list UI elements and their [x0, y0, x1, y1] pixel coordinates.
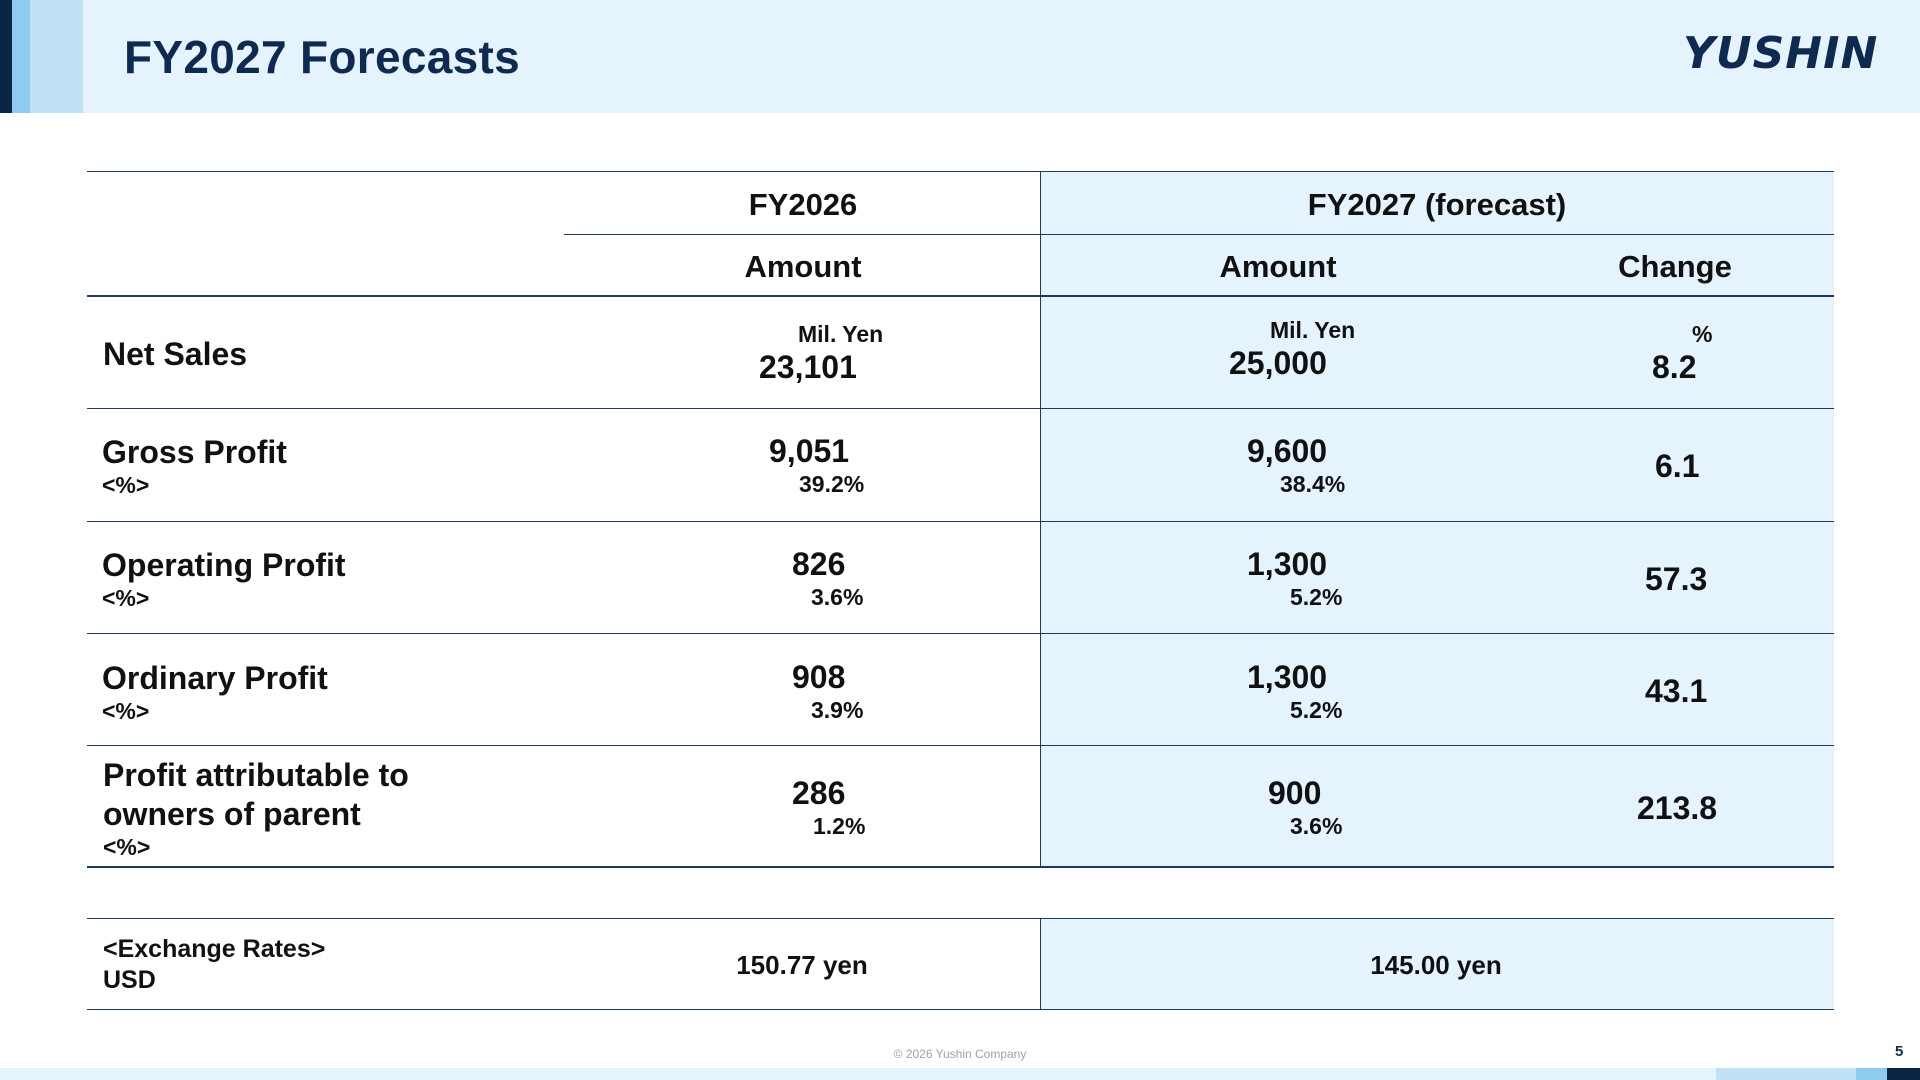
net-sales-fy2027: 25,000 [1229, 345, 1327, 381]
column-divider [1040, 171, 1041, 867]
profit-attributable-margin-fy2026: 1.2% [813, 813, 866, 839]
footer-accent-bar-light [1716, 1068, 1856, 1080]
gross-profit-margin-fy2026: 39.2% [799, 471, 865, 497]
exchange-top-rule [87, 918, 1834, 919]
row-label-operating-profit: Operating Profit [102, 547, 346, 583]
header-split-rule [564, 234, 1834, 235]
gross-profit-fy2026: 9,051 [769, 433, 850, 469]
exchange-currency-label: USD [103, 966, 156, 994]
page-number: 5 [1895, 1043, 1904, 1060]
profit-attributable-fy2027: 900 [1268, 775, 1322, 811]
unit-change: % [1692, 321, 1713, 347]
row-divider [87, 633, 1834, 634]
row-pct-label: <%> [103, 834, 151, 860]
footer-accent-bar-mid [1856, 1068, 1887, 1080]
row-divider [87, 521, 1834, 522]
forecast-table: FY2026 FY2027 (forecast) Amount Amount C… [87, 171, 1834, 868]
row-label-profit-attributable-line2: owners of parent [103, 796, 361, 832]
profit-attributable-fy2026: 286 [792, 775, 846, 811]
row-label-gross-profit: Gross Profit [102, 434, 287, 470]
profit-attributable-margin-fy2027: 3.6% [1290, 813, 1343, 839]
footer-band [0, 1068, 1920, 1080]
exchange-rates-label: <Exchange Rates> [103, 935, 326, 963]
header-band [0, 0, 1920, 113]
header-accent-bar-mid [12, 0, 30, 113]
ordinary-profit-fy2027: 1,300 [1247, 659, 1328, 695]
subheader-change: Change [1618, 249, 1732, 284]
table-top-rule [87, 171, 1834, 172]
company-logo: YUSHIN [1683, 28, 1879, 79]
unit-fy2027: Mil. Yen [1270, 317, 1356, 343]
operating-margin-fy2026: 3.6% [811, 584, 864, 610]
exchange-rate-table: <Exchange Rates> USD 150.77 yen 145.00 y… [87, 918, 1834, 1010]
operating-profit-change: 57.3 [1645, 561, 1708, 597]
footer-accent-bar-dark [1887, 1068, 1920, 1080]
header-bottom-rule [87, 295, 1834, 297]
subheader-amount-fy2026: Amount [744, 249, 862, 284]
row-pct-label: <%> [102, 698, 150, 724]
gross-profit-margin-fy2027: 38.4% [1280, 471, 1346, 497]
ordinary-margin-fy2027: 5.2% [1290, 697, 1343, 723]
exchange-bottom-rule [87, 1009, 1834, 1010]
row-divider [87, 408, 1834, 409]
gross-profit-change: 6.1 [1655, 448, 1700, 484]
ordinary-profit-change: 43.1 [1645, 673, 1708, 709]
ordinary-margin-fy2026: 3.9% [811, 697, 864, 723]
ordinary-profit-fy2026: 908 [792, 659, 846, 695]
net-sales-fy2026: 23,101 [759, 349, 857, 385]
forecast-column-shading [1040, 171, 1834, 867]
operating-profit-fy2027: 1,300 [1247, 546, 1328, 582]
subheader-amount-fy2027: Amount [1219, 249, 1337, 284]
forecast-column-shading [1040, 918, 1834, 1010]
exchange-column-divider [1040, 918, 1041, 1010]
usd-rate-fy2026: 150.77 yen [736, 950, 868, 980]
row-label-net-sales: Net Sales [103, 336, 248, 372]
header-accent-bar-light [30, 0, 83, 113]
copyright-notice: © 2026 Yushin Company [893, 1047, 1027, 1061]
row-divider [87, 745, 1834, 746]
row-pct-label: <%> [102, 472, 150, 498]
usd-rate-fy2027: 145.00 yen [1370, 950, 1502, 980]
row-label-ordinary-profit: Ordinary Profit [102, 660, 328, 696]
row-label-profit-attributable-line1: Profit attributable to [103, 757, 409, 793]
net-sales-change: 8.2 [1652, 349, 1697, 385]
unit-fy2026: Mil. Yen [798, 321, 884, 347]
row-pct-label: <%> [102, 585, 150, 611]
header-fy2026: FY2026 [748, 187, 858, 222]
page-title: FY2027 Forecasts [124, 31, 521, 83]
operating-margin-fy2027: 5.2% [1290, 584, 1343, 610]
header-accent-bar-dark [0, 0, 12, 113]
gross-profit-fy2027: 9,600 [1247, 433, 1328, 469]
operating-profit-fy2026: 826 [792, 546, 846, 582]
header-fy2027-forecast: FY2027 (forecast) [1307, 187, 1567, 222]
profit-attributable-change: 213.8 [1637, 790, 1718, 826]
table-bottom-rule [87, 866, 1834, 868]
